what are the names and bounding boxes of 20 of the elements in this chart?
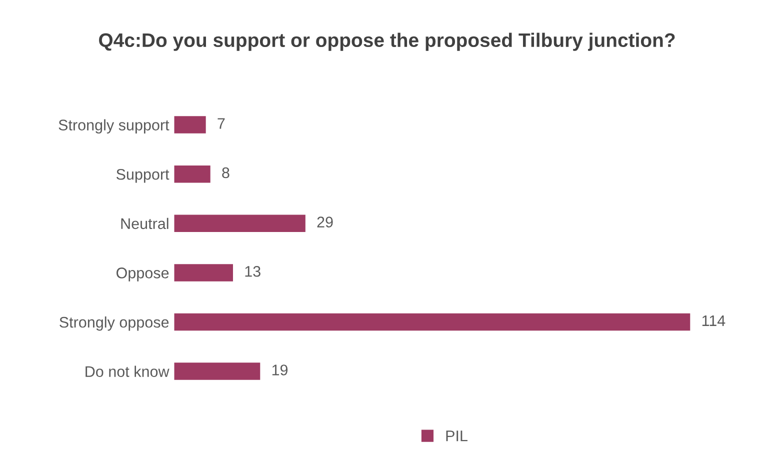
bar — [174, 214, 306, 232]
y-tick-label: Oppose — [116, 268, 169, 282]
data-label: 7 — [218, 118, 225, 129]
data-label: 8 — [222, 167, 230, 178]
chart-title: Q4c:Do you support or oppose the proposed Tilbury junction? — [99, 32, 675, 51]
y-tick-label: Neutral — [121, 218, 168, 230]
y-tick-label: Strongly oppose — [60, 316, 169, 331]
bar — [174, 165, 210, 183]
bar — [174, 264, 233, 282]
data-label: 29 — [317, 216, 333, 228]
bar — [174, 313, 690, 331]
y-tick-label: Support — [116, 168, 170, 183]
legend-label: PIL — [446, 430, 468, 442]
data-label: 13 — [245, 266, 260, 277]
y-tick-label: Strongly support — [58, 119, 170, 134]
y-tick-label: Do not know — [86, 366, 170, 377]
bar — [174, 116, 206, 134]
bar — [174, 362, 260, 380]
data-label: 114 — [702, 315, 726, 326]
data-label: 19 — [272, 364, 288, 376]
